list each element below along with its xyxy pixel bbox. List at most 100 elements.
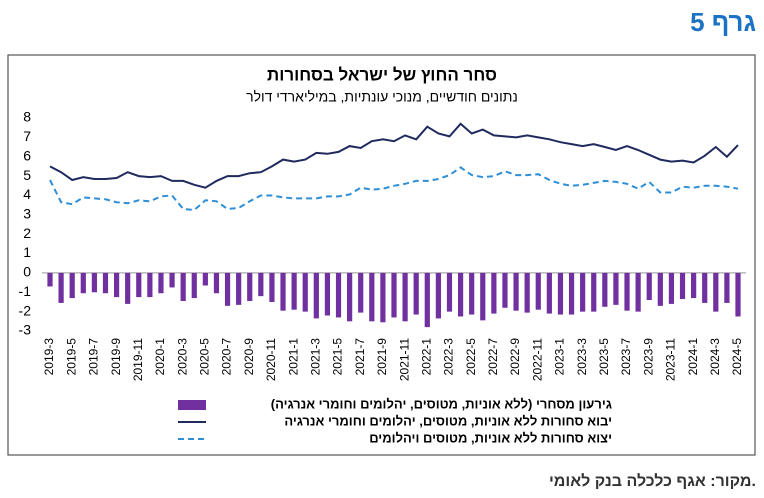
x-tick-label: 2020-1: [153, 338, 167, 376]
bar: [236, 272, 242, 305]
bar: [125, 272, 131, 304]
x-tick-label: 2020-7: [220, 338, 234, 376]
x-tick-label: 2024-5: [730, 338, 744, 376]
bar: [568, 272, 575, 315]
bar: [324, 272, 331, 316]
x-tick-label: 2021-11: [397, 338, 411, 381]
bar: [102, 272, 109, 294]
x-tick-label: 2023-5: [597, 338, 611, 376]
x-tick-label: 2019-5: [64, 338, 78, 376]
x-tick-label: 2024-1: [686, 338, 700, 376]
bar: [713, 272, 719, 312]
x-tick-label: 2021-1: [286, 338, 300, 376]
x-tick-label: 2021-9: [375, 338, 389, 376]
bar: [591, 272, 597, 312]
bar: [668, 272, 675, 304]
y-tick-label: -1: [19, 283, 32, 299]
y-tick-label: 0: [23, 264, 31, 280]
bar: [191, 272, 197, 299]
y-tick-label: 1: [23, 244, 31, 260]
bar: [457, 272, 464, 317]
x-tick-label: 2023-11: [664, 338, 678, 381]
bar: [258, 272, 264, 297]
bar: [380, 272, 386, 323]
bar: [535, 272, 541, 310]
bar: [402, 272, 408, 322]
bar: [158, 272, 164, 294]
x-tick-label: 2022-7: [486, 338, 500, 376]
bar: [624, 272, 630, 311]
source: מקור: אגף כלכלה בנק לאומי.: [549, 472, 756, 490]
legend-label: גירעון מסחרי (ללא אוניות, מטוסים, יהלומי…: [271, 396, 612, 411]
bar: [435, 272, 441, 319]
x-tick-label: 2020-9: [242, 338, 256, 376]
bar: [291, 272, 297, 310]
bar: [69, 272, 75, 299]
y-tick-label: 8: [23, 109, 31, 125]
chart-subtitle: נתונים חודשיים, מנוכי עונתיות, במיליארדי…: [246, 89, 518, 105]
bar: [302, 272, 308, 312]
bar: [469, 272, 475, 315]
legend-label: יצוא סחורות ללא אוניות, מטוסים ויהלומים: [369, 430, 612, 445]
bar: [646, 272, 652, 301]
line: [49, 166, 739, 212]
bar: [413, 272, 419, 315]
bar: [613, 272, 619, 305]
y-tick-label: 5: [23, 167, 31, 183]
bar: [513, 272, 519, 311]
bar: [424, 272, 430, 328]
y-tick-label: -2: [19, 302, 32, 318]
bar: [335, 272, 342, 318]
bar: [147, 272, 153, 298]
y-tick-label: 2: [23, 225, 31, 241]
bar: [80, 272, 86, 294]
bar: [180, 272, 186, 301]
x-tick-label: 2023-1: [553, 338, 567, 376]
y-tick-label: 6: [23, 147, 31, 163]
bar: [169, 272, 175, 288]
bar: [358, 272, 364, 313]
bar: [369, 272, 375, 322]
x-tick-label: 2019-11: [131, 338, 145, 381]
bar: [280, 272, 286, 311]
bar: [702, 272, 708, 303]
x-tick-label: 2024-3: [708, 338, 722, 376]
bar: [391, 272, 397, 318]
x-tick-label: 2022-1: [419, 338, 433, 376]
bar: [247, 272, 253, 301]
bar: [657, 272, 663, 306]
bar: [635, 272, 641, 312]
bar: [113, 272, 120, 298]
bar: [269, 272, 275, 302]
bar: [491, 272, 497, 314]
x-tick-label: 2022-5: [464, 338, 478, 376]
x-tick-label: 2022-9: [508, 338, 522, 376]
bar: [557, 272, 564, 315]
chart-title: סחר החוץ של ישראל בסחורות: [267, 65, 497, 84]
y-tick-label: 7: [23, 128, 31, 144]
chart-frame: [7, 54, 756, 456]
line: [49, 122, 739, 189]
bar: [446, 272, 453, 312]
x-tick-label: 2020-3: [175, 338, 189, 376]
bar: [546, 272, 552, 314]
bar: [524, 272, 530, 313]
x-tick-label: 2023-9: [641, 338, 655, 376]
legend-label: יבוא סחורות ללא אוניות, מטוסים, יהלומים …: [284, 413, 612, 428]
bar: [347, 272, 353, 322]
y-tick-label: -3: [19, 322, 32, 338]
page-title: גרף 5: [690, 7, 756, 37]
bar: [213, 272, 220, 294]
bar: [724, 272, 730, 303]
bar: [679, 272, 686, 300]
x-tick-label: 2021-5: [331, 338, 345, 376]
x-tick-label: 2020-11: [264, 338, 278, 381]
x-tick-label: 2022-3: [442, 338, 456, 376]
y-tick-label: 4: [23, 186, 31, 202]
bar: [502, 272, 508, 308]
bar: [91, 272, 97, 293]
x-tick-label: 2021-7: [353, 338, 367, 376]
bar: [47, 272, 53, 287]
bar: [691, 272, 697, 299]
